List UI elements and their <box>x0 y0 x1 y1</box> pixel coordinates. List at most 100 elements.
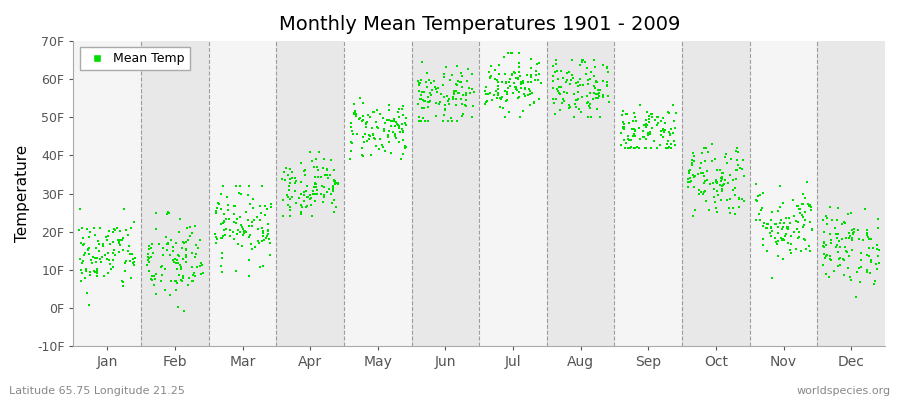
Point <box>78 266 93 272</box>
Point <box>191 245 205 251</box>
Point <box>490 77 504 83</box>
Point <box>396 112 410 118</box>
Point <box>759 225 773 232</box>
Point <box>215 235 230 241</box>
Point <box>869 261 884 267</box>
Point <box>627 131 642 137</box>
Point <box>600 78 615 85</box>
Point <box>590 78 604 84</box>
Point <box>455 72 470 79</box>
Point <box>417 105 431 111</box>
Point <box>727 184 742 191</box>
Point <box>293 179 308 185</box>
Point <box>824 256 839 263</box>
Point <box>845 247 859 254</box>
Point <box>261 231 275 238</box>
Point <box>503 83 517 89</box>
Point <box>428 83 442 90</box>
Point <box>510 95 525 101</box>
Point <box>647 117 662 123</box>
Point <box>697 172 711 179</box>
Point <box>309 180 323 187</box>
Point <box>512 69 526 76</box>
Point <box>435 91 449 98</box>
Point <box>779 224 794 230</box>
Point <box>824 237 838 243</box>
Point <box>226 228 240 235</box>
Point <box>391 109 405 116</box>
Point <box>633 102 647 108</box>
Point <box>330 180 345 186</box>
Point <box>697 170 711 176</box>
Point <box>715 186 729 192</box>
Point <box>639 121 653 128</box>
Point <box>382 107 396 114</box>
Point <box>163 252 177 258</box>
Point <box>692 190 706 197</box>
Point <box>344 124 358 130</box>
Point <box>324 191 338 197</box>
Point <box>516 78 530 84</box>
Point <box>328 180 342 186</box>
Point <box>454 96 469 102</box>
Point <box>214 191 229 197</box>
Point <box>841 210 855 217</box>
Point <box>119 227 133 234</box>
Point <box>778 231 793 238</box>
Point <box>344 139 358 145</box>
Point <box>294 211 309 217</box>
Point <box>327 178 341 184</box>
Point <box>84 257 98 263</box>
Point <box>867 281 881 288</box>
Point <box>830 242 844 248</box>
Point <box>768 234 782 241</box>
Point <box>749 217 763 223</box>
Point <box>659 145 673 151</box>
Point <box>495 93 509 100</box>
Point <box>871 252 886 259</box>
Point <box>175 276 189 283</box>
Point <box>654 118 669 124</box>
Point <box>420 117 435 124</box>
Point <box>158 287 172 294</box>
Point <box>89 266 104 272</box>
Point <box>307 184 321 190</box>
Point <box>709 179 724 186</box>
Point <box>523 102 537 108</box>
Point <box>589 85 603 91</box>
Point <box>866 245 880 252</box>
Point <box>101 270 115 277</box>
Point <box>168 260 183 266</box>
Point <box>622 137 636 144</box>
Point <box>370 124 384 131</box>
Point <box>795 201 809 208</box>
Point <box>700 168 715 174</box>
Point <box>508 84 523 90</box>
Point <box>170 252 184 258</box>
Point <box>760 225 774 232</box>
Point <box>428 100 443 106</box>
Point <box>256 237 271 243</box>
Point <box>823 253 837 259</box>
Point <box>382 117 396 124</box>
Point <box>356 153 370 160</box>
Point <box>366 132 381 138</box>
Point <box>230 183 244 189</box>
Point <box>505 71 519 77</box>
Point <box>284 175 299 182</box>
Point <box>210 210 224 216</box>
Point <box>301 194 315 200</box>
Point <box>820 221 834 227</box>
Point <box>417 89 431 96</box>
Point <box>219 226 233 232</box>
Point <box>502 109 517 115</box>
Point <box>112 240 126 246</box>
Point <box>80 245 94 252</box>
Point <box>315 183 329 190</box>
Point <box>709 180 724 186</box>
Point <box>256 262 271 269</box>
Point <box>626 118 640 124</box>
Point <box>186 278 201 284</box>
Point <box>247 216 261 223</box>
Point <box>375 144 390 150</box>
